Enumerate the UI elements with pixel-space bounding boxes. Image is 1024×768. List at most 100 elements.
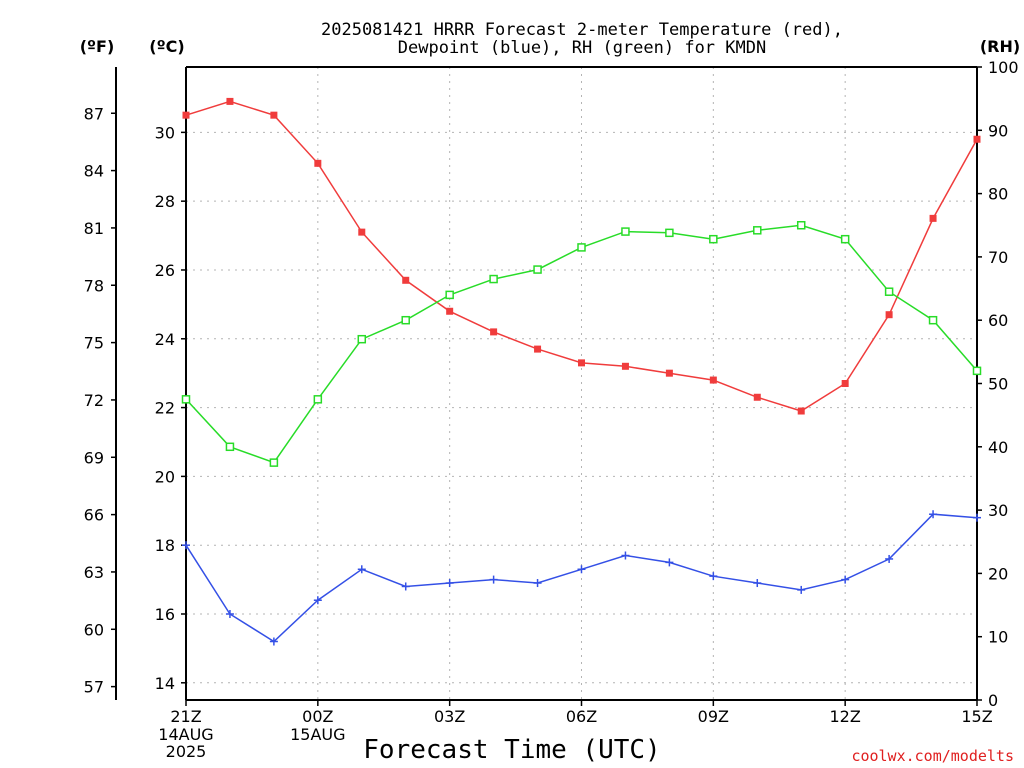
chart-title-line1: 2025081421 HRRR Forecast 2-meter Tempera… [321, 20, 843, 40]
x-tick-date-label: 15AUG [290, 725, 345, 744]
celsius-tick-label: 18 [155, 536, 175, 555]
temperature-point [753, 393, 761, 401]
dewpoint-point [929, 510, 938, 519]
temperature-point [709, 376, 717, 384]
rh-point [357, 334, 367, 344]
rh-point [884, 287, 894, 296]
celsius-tick-label: 26 [155, 261, 175, 280]
fahrenheit-tick-label: 60 [84, 620, 104, 639]
fahrenheit-tick-label: 75 [84, 334, 104, 353]
rh-point [709, 234, 718, 244]
rh-point [972, 366, 982, 376]
rh-point [665, 228, 674, 238]
rh-tick-label: 50 [988, 375, 1008, 394]
rh-point [840, 234, 850, 244]
temperature-point [665, 369, 673, 377]
x-tick-label: 21Z [170, 707, 201, 726]
dewpoint-point [885, 554, 894, 563]
x-axis-label: Forecast Time (UTC) [363, 735, 660, 765]
rh-point [489, 274, 498, 284]
dewpoint-point [709, 572, 718, 581]
fahrenheit-tick-label: 84 [84, 162, 104, 181]
rh-point [796, 221, 806, 230]
temperature-point [402, 276, 410, 284]
rh-tick-label: 80 [988, 185, 1008, 204]
rh-unit-label: (RH) [980, 37, 1020, 56]
rh-tick-label: 20 [988, 564, 1008, 583]
temperature-point [358, 228, 366, 236]
temperature-point [841, 380, 849, 387]
dewpoint-point [182, 541, 190, 550]
x-tick-label: 12Z [830, 707, 861, 726]
dewpoint-series-line [185, 513, 978, 643]
rh-point [269, 458, 279, 467]
temperature-point [226, 97, 234, 105]
celsius-tick-label: 14 [155, 674, 175, 693]
dewpoint-point [665, 558, 674, 567]
celsius-tick-label: 28 [155, 192, 175, 211]
dewpoint-point [797, 585, 806, 594]
temperature-point [314, 159, 322, 167]
rh-point [533, 265, 542, 274]
dewpoint-point [445, 579, 454, 588]
celsius-tick-label: 16 [155, 605, 175, 624]
temperature-point [182, 111, 190, 119]
dewpoint-point [577, 565, 586, 574]
rh-tick-label: 60 [988, 311, 1008, 330]
x-tick-label: 00Z [302, 707, 333, 726]
rh-tick-label: 0 [988, 691, 998, 710]
x-tick-label: 06Z [566, 707, 597, 726]
rh-series-line [185, 224, 978, 464]
rh-point [445, 290, 454, 300]
fahrenheit-unit-label: (ºF) [80, 37, 115, 56]
rh-point [181, 395, 191, 404]
dewpoint-point [489, 575, 498, 584]
dewpoint-point [269, 637, 278, 646]
dewpoint-point [401, 582, 410, 591]
rh-point [313, 395, 323, 404]
rh-point [577, 243, 586, 252]
fahrenheit-tick-label: 63 [84, 563, 104, 582]
fahrenheit-tick-label: 81 [84, 219, 104, 238]
dewpoint-point [357, 565, 366, 574]
x-tick-label: 03Z [434, 707, 465, 726]
temperature-point [621, 362, 629, 370]
celsius-unit-label: (ºC) [149, 37, 184, 56]
temperature-point [446, 307, 454, 315]
fahrenheit-tick-label: 72 [84, 391, 104, 410]
temperature-point [929, 214, 937, 222]
dewpoint-point [973, 513, 981, 522]
rh-point [621, 227, 630, 236]
rh-tick-label: 100 [988, 58, 1019, 77]
temperature-point [973, 135, 981, 143]
rh-point [753, 226, 762, 235]
celsius-tick-label: 22 [155, 399, 175, 418]
temperature-point [270, 111, 278, 119]
x-tick-label: 09Z [698, 707, 729, 726]
dewpoint-point [841, 575, 850, 584]
fahrenheit-tick-label: 69 [84, 448, 104, 467]
temperature-point [490, 328, 498, 336]
dewpoint-point [533, 579, 542, 588]
temperature-point [885, 311, 893, 319]
chart-title-line2: Dewpoint (blue), RH (green) for KMDN [398, 38, 766, 58]
rh-tick-label: 70 [988, 248, 1008, 267]
x-tick-date-label: 14AUG [158, 725, 213, 744]
fahrenheit-tick-label: 87 [84, 104, 104, 123]
temperature-point [578, 359, 585, 367]
rh-tick-label: 10 [988, 628, 1008, 647]
celsius-tick-label: 30 [155, 123, 175, 142]
dewpoint-point [225, 609, 234, 618]
data-series [181, 97, 982, 646]
temperature-point [797, 407, 805, 415]
rh-point [401, 315, 410, 325]
x-tick-date-label: 2025 [166, 742, 207, 761]
celsius-tick-label: 20 [155, 467, 175, 486]
rh-tick-label: 90 [988, 121, 1008, 140]
celsius-tick-label: 24 [155, 330, 175, 349]
x-tick-label: 15Z [961, 707, 992, 726]
axes: 57 60 63 66 69 72 75 78 81 84 87 14 16 18 20 22 24 26 28 30… [84, 58, 1019, 761]
rh-point [225, 442, 235, 452]
fahrenheit-tick-label: 66 [84, 506, 104, 525]
